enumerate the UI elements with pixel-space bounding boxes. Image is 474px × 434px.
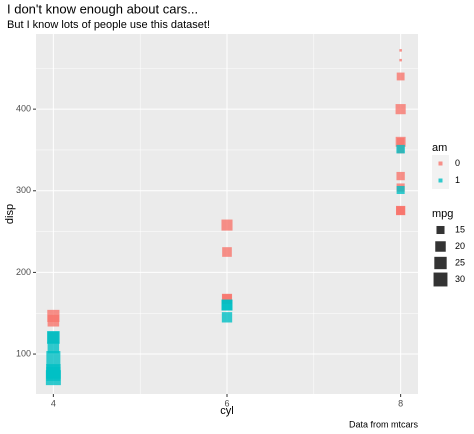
y-tick-label: 400	[16, 104, 31, 114]
point	[47, 341, 60, 354]
point	[221, 312, 233, 323]
y-tick-label: 100	[16, 348, 31, 358]
point	[222, 294, 232, 304]
legend-label: 15	[455, 224, 465, 234]
legend-label: 0	[455, 158, 460, 168]
point	[46, 351, 61, 366]
caption: Data from mtcars	[349, 419, 419, 429]
legend-label: 30	[455, 274, 465, 284]
x-tick-label: 8	[398, 398, 403, 408]
point	[396, 206, 405, 215]
legend-size-swatch	[436, 225, 445, 235]
x-tick-label: 4	[51, 398, 56, 408]
point	[221, 219, 233, 231]
point	[222, 247, 232, 257]
point	[399, 49, 402, 52]
legend-swatch	[438, 161, 443, 166]
x-axis-label: cyl	[220, 405, 233, 417]
y-axis-label: disp	[4, 204, 16, 224]
point	[46, 364, 60, 378]
point	[47, 314, 60, 327]
point	[396, 72, 405, 81]
legend-size-swatch	[434, 256, 447, 270]
legend-swatch	[438, 178, 443, 183]
y-tick-label: 300	[16, 185, 31, 195]
point	[396, 144, 405, 154]
point	[396, 171, 405, 181]
point	[396, 138, 405, 146]
legend-label: 25	[455, 257, 465, 267]
point	[221, 299, 233, 311]
legend-label: 20	[455, 241, 465, 251]
x-tick-label: 6	[224, 398, 229, 408]
point	[396, 185, 405, 194]
legend-size-swatch	[435, 241, 446, 252]
chart-title: I don't know enough about cars...	[7, 1, 198, 16]
point	[47, 331, 59, 343]
legend-label: 1	[455, 175, 460, 185]
chart-subtitle: But I know lots of people use this datas…	[7, 19, 210, 31]
legend-title: am	[432, 142, 447, 154]
legend-title: mpg	[432, 208, 453, 220]
legend-size-swatch	[433, 272, 448, 287]
point	[395, 104, 406, 115]
point	[399, 58, 402, 62]
y-tick-label: 200	[16, 267, 31, 277]
